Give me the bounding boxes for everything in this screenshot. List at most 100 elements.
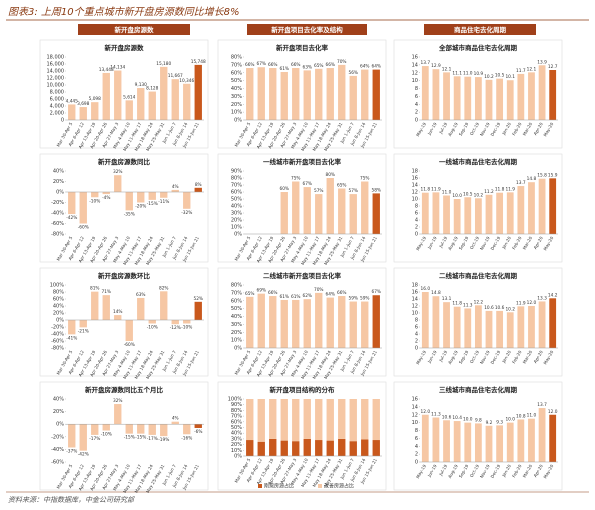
y-tick-label: 70% <box>231 62 242 68</box>
y-tick-label: 40% <box>231 204 242 210</box>
section-header: 商品住宅去化周期 <box>454 25 507 34</box>
x-tick-label: Jan-20 <box>500 463 512 478</box>
bar <box>474 77 482 120</box>
data-label: -10% <box>181 325 192 331</box>
y-tick-label: 16,000 <box>47 62 65 68</box>
data-label: 4,445 <box>66 98 79 104</box>
bar <box>528 306 535 348</box>
data-label: 75% <box>291 176 301 182</box>
bar-segment <box>280 440 288 456</box>
data-label: 11.7 <box>516 68 526 74</box>
bar <box>361 69 369 120</box>
data-label: -32% <box>181 210 192 216</box>
data-label: -10% <box>147 325 158 331</box>
y-tick-label: 4 <box>415 444 418 450</box>
data-label: -11% <box>158 199 169 205</box>
bar <box>315 194 323 234</box>
bar-segment <box>315 399 323 441</box>
data-label: 11.8 <box>452 301 462 307</box>
bar <box>148 192 156 200</box>
y-tick-label: 20% <box>231 218 242 224</box>
data-label: 69% <box>256 288 266 294</box>
bar <box>517 73 525 120</box>
data-label: 67% <box>302 181 312 187</box>
y-tick-label: 0% <box>56 422 64 428</box>
x-tick-label: Sep-19 <box>458 121 470 137</box>
bar-segment <box>303 399 311 439</box>
data-label: 5,098 <box>89 96 102 102</box>
data-label: 9.2 <box>486 420 493 426</box>
panel <box>39 267 209 377</box>
x-tick-label: Apr-20 <box>533 349 544 364</box>
data-label: 12.1 <box>442 66 452 72</box>
bar <box>549 69 557 120</box>
data-label: 65% <box>337 183 347 189</box>
bar <box>194 64 202 120</box>
y-tick-label: 60% <box>53 297 64 303</box>
bar-segment <box>303 438 311 456</box>
data-label: 9.8 <box>475 417 482 423</box>
bar <box>338 296 346 348</box>
bar <box>183 320 191 324</box>
x-tick-label: Mar-20 <box>522 235 534 250</box>
y-tick-label: 4 <box>415 218 418 224</box>
bar <box>125 320 133 341</box>
data-label: 65% <box>314 63 324 69</box>
bar <box>114 404 122 425</box>
y-tick-label: 10 <box>412 311 418 317</box>
bar-segment <box>292 399 300 442</box>
data-label: 10.4 <box>452 415 462 421</box>
bar <box>506 80 514 120</box>
bar <box>538 178 546 234</box>
bar <box>79 320 87 328</box>
bar <box>453 421 461 462</box>
y-tick-label: -40% <box>51 211 64 217</box>
y-tick-label: 14,000 <box>47 69 65 75</box>
bar <box>421 192 429 234</box>
data-label: 12.0 <box>421 409 431 415</box>
x-tick-label: Jul-19 <box>437 235 448 249</box>
data-label: 13,448 <box>99 67 114 73</box>
bar <box>137 192 145 203</box>
bar <box>148 91 156 120</box>
bar <box>432 192 440 234</box>
bar <box>91 192 99 198</box>
x-tick-label: Oct-19 <box>469 349 481 364</box>
panel <box>217 267 387 377</box>
bar <box>372 69 380 120</box>
y-tick-label: 40% <box>53 397 64 403</box>
y-tick-label: 8 <box>415 86 418 92</box>
data-label: 66% <box>325 62 335 68</box>
x-tick-label: Feb-20 <box>511 463 523 478</box>
data-label: 75% <box>360 176 370 182</box>
bar-segment <box>280 399 288 441</box>
data-label: 61% <box>279 66 289 72</box>
bar <box>432 417 440 462</box>
data-label: 10,346 <box>179 78 194 84</box>
y-tick-label: 0 <box>415 232 418 238</box>
y-tick-label: 80% <box>231 283 242 289</box>
data-label: 57% <box>314 188 324 194</box>
data-label: -6% <box>194 429 202 435</box>
y-tick-label: 60% <box>231 419 242 425</box>
bar <box>421 66 429 120</box>
bar <box>183 424 191 435</box>
panel <box>217 153 387 263</box>
bar <box>160 66 168 120</box>
data-label: 82% <box>159 285 169 291</box>
x-tick-label: Nov-19 <box>479 349 491 365</box>
bar <box>194 424 202 428</box>
data-label: 61% <box>279 294 289 300</box>
y-tick-label: 20% <box>53 409 64 415</box>
bar <box>303 187 311 234</box>
bar <box>326 178 334 234</box>
data-label: 10.2 <box>474 192 484 198</box>
bar <box>315 292 323 348</box>
data-label: 81% <box>90 286 100 292</box>
data-label: -41% <box>66 335 77 341</box>
bar <box>102 192 110 195</box>
bar <box>443 72 450 120</box>
data-label: 12.0 <box>527 300 537 306</box>
y-tick-label: 18 <box>412 283 418 289</box>
